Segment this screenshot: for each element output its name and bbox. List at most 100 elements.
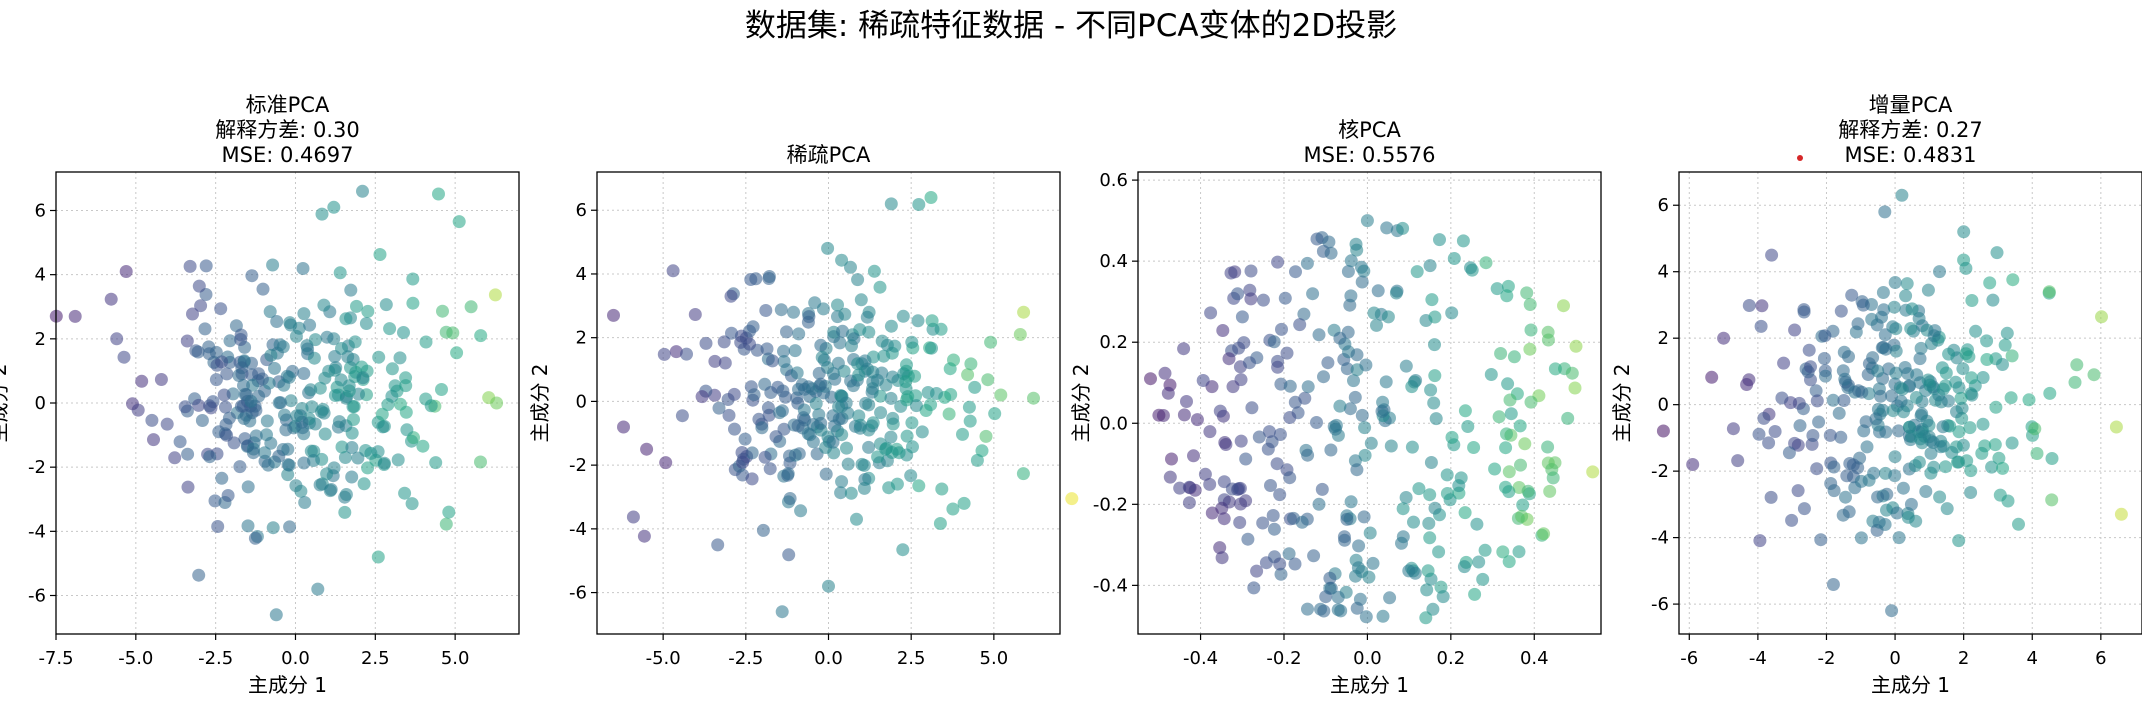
scatter-point [318,427,332,441]
scatter-point [1383,591,1397,605]
scatter-point [819,467,833,481]
scatter-point [1888,276,1902,289]
scatter-point [1467,441,1481,454]
scatter-point [1980,353,1994,366]
scatter-point [361,304,375,318]
scatter-point [1250,564,1264,578]
scatter-point [256,282,270,296]
scatter-point [1410,265,1424,279]
scatter-point [1283,379,1297,393]
scatter-point [1913,352,1927,366]
scatter-point [930,387,943,400]
scatter-point [1358,421,1372,435]
scatter-point [1289,265,1302,279]
scatter-point [397,326,410,339]
scatter-point [474,455,487,469]
scatter-point [379,298,393,312]
scatter-point [1899,289,1913,303]
scatter-point [260,414,274,428]
scatter-point [1267,335,1281,349]
scatter-points [1144,214,1600,625]
scatter-point [1476,572,1490,586]
scatter-point [333,266,347,280]
scatter-point [1016,467,1030,481]
scatter-point [962,400,976,414]
scatter-point [1264,479,1277,492]
scatter-point [1502,555,1516,569]
x-tick-label: 0.0 [1353,648,1382,669]
scatter-point [1447,252,1461,265]
scatter-point [964,357,978,371]
scatter-point [1323,571,1337,585]
scatter-point [173,435,187,449]
scatter-point [792,327,806,341]
scatter-point [1904,497,1918,511]
scatter-point [835,475,849,489]
scatter-point [1457,560,1471,574]
scatter-point [724,289,738,303]
scatter-point [1298,391,1312,405]
subplot-title-line: MSE: 0.5576 [1304,143,1436,167]
scatter-point [1543,484,1557,498]
scatter-point [1940,502,1954,516]
scatter-point [1954,391,1968,405]
scatter-point [1514,458,1527,472]
scatter-point [474,329,488,343]
scatter-point [640,442,654,456]
x-tick-label: 5.0 [980,648,1009,669]
scatter-point [1764,490,1778,504]
scatter-point [1901,510,1915,524]
scatter-point [1293,318,1307,332]
scatter-point [912,479,926,493]
scatter-point [1513,419,1527,433]
scatter-point [2043,386,2057,400]
scatter-point [1952,534,1966,548]
scatter-point [761,401,775,415]
scatter-point [1234,434,1248,448]
scatter-point [261,458,275,472]
scatter-point [350,299,363,313]
scatter-point [301,342,315,356]
scatter-point [763,462,777,476]
scatter-point [1321,356,1335,370]
scatter-point [1348,390,1362,404]
scatter-point [1161,386,1175,400]
scatter-point [1213,541,1227,555]
scatter-point [217,388,231,402]
scatter-point [1237,336,1251,350]
scatter-point [1158,366,1172,380]
scatter-point [809,397,823,411]
scatter-point [1942,347,1956,361]
scatter-point [1331,590,1345,604]
scatter-point [1762,436,1776,450]
scatter-point [1838,372,1852,386]
scatter-point [935,482,949,496]
scatter-point [1888,469,1902,483]
scatter-point [270,315,284,328]
scatter-point [1222,352,1236,366]
scatter-point [1247,581,1261,595]
scatter-point [760,342,774,356]
scatter-point [1499,441,1513,455]
scatter-point [1521,484,1535,498]
scatter-point [1423,488,1437,502]
scatter-point [1315,482,1329,496]
scatter-point [781,467,795,481]
scatter-point [289,479,303,493]
scatter-point [313,381,327,395]
scatter-point [774,303,788,317]
scatter-point [220,428,234,442]
scatter-point [279,423,293,437]
scatter-point [915,425,929,439]
scatter-point [1144,372,1157,386]
scatter-point [1426,602,1440,616]
scatter-point [219,400,232,414]
scatter-point [831,356,845,370]
scatter-point [1187,449,1200,463]
scatter-point [356,371,370,385]
scatter-point [1804,360,1817,374]
scatter-point [1310,416,1323,429]
scatter-point [802,310,816,324]
scatter-point [429,456,443,470]
y-tick-label: -2 [28,457,46,478]
